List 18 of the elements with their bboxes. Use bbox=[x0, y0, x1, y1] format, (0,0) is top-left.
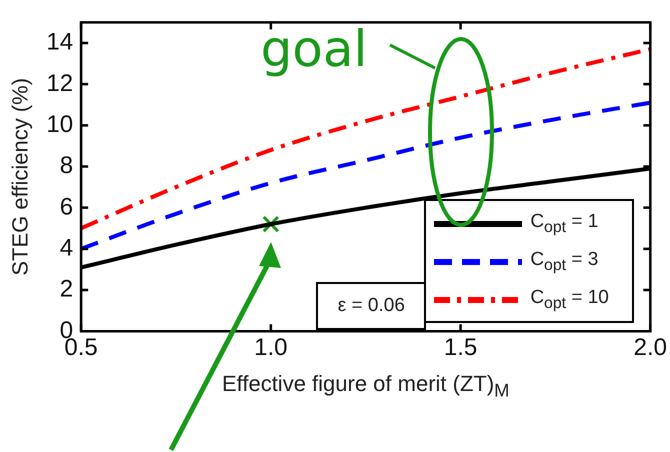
y-tick-label: 8 bbox=[60, 152, 74, 180]
y-tick-label: 12 bbox=[46, 70, 74, 97]
x-tick-label: 2.0 bbox=[634, 334, 668, 362]
legend-label: C$_{opt}$ = 1 bbox=[530, 211, 598, 238]
x-tick-label: 1.0 bbox=[254, 334, 288, 362]
x-tick-label: 1.5 bbox=[444, 334, 478, 362]
annotation: ε = 0.06 bbox=[316, 282, 426, 330]
annotation: goal bbox=[260, 20, 368, 78]
y-tick-label: 4 bbox=[60, 234, 74, 262]
y-axis-title: STEG efficiency (%) bbox=[7, 78, 32, 276]
legend-label: C$_{opt}$ = 10 bbox=[530, 287, 609, 314]
line-series bbox=[81, 100, 650, 251]
legend-label: C$_{opt}$ = 3 bbox=[530, 249, 598, 276]
y-tick-label: 14 bbox=[46, 28, 74, 56]
y-tick-label: 6 bbox=[60, 193, 74, 220]
y-tick-label: 10 bbox=[46, 110, 74, 138]
y-tick-label: 2 bbox=[60, 276, 74, 303]
x-axis-title: Effective figure of merit (ZT)$_{M}$ bbox=[220, 371, 510, 402]
